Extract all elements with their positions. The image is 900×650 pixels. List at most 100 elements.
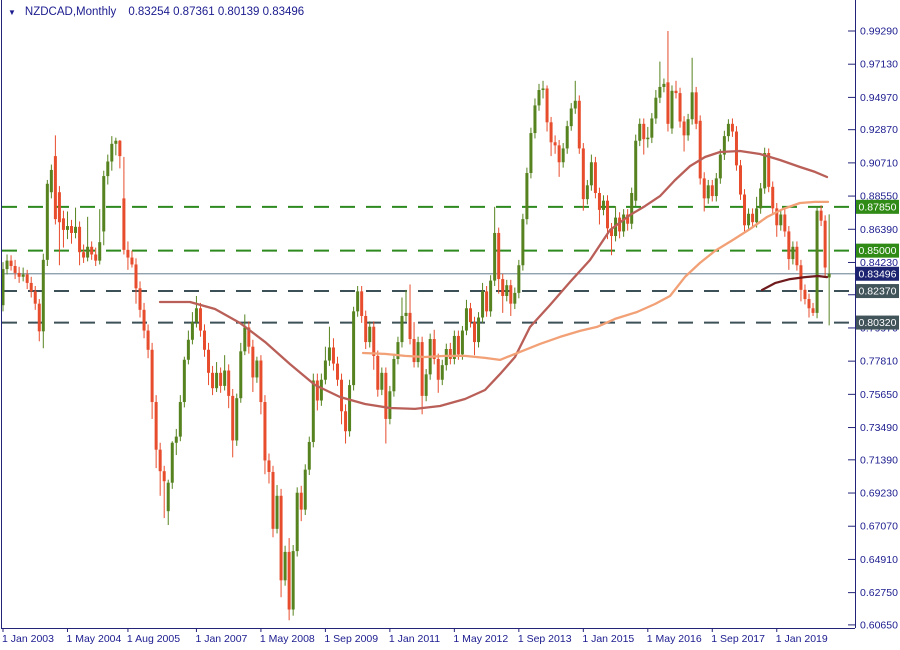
candle-body: [581, 148, 585, 200]
candle-down: [678, 87, 682, 128]
candle-body: [714, 178, 718, 197]
time-axis-label: 1 Jan 2003: [2, 633, 54, 645]
candle-down: [33, 285, 37, 310]
candle-down: [299, 485, 303, 522]
candle-down: [70, 219, 74, 244]
candle-body: [670, 90, 674, 129]
candle-body: [275, 495, 279, 529]
candle-up: [622, 209, 626, 237]
candle-body: [94, 254, 98, 261]
candle-down: [287, 538, 291, 621]
candle-body: [791, 246, 795, 260]
candle-up: [690, 57, 694, 125]
ma-slow-red-line: [158, 149, 829, 411]
candle-body: [738, 165, 742, 195]
level-price-tag-box: [856, 199, 899, 214]
candle-body: [710, 185, 714, 197]
candle-up: [352, 306, 356, 391]
candle-body: [807, 299, 811, 309]
candle-down: [795, 241, 799, 271]
candle-up: [650, 113, 654, 144]
candle-body: [190, 322, 194, 340]
candle-down: [211, 365, 215, 396]
chart-ohlc-values: 0.83254 0.87361 0.80139 0.83496: [128, 6, 305, 18]
candle-down: [432, 329, 436, 365]
candle-down: [698, 115, 702, 185]
price-axis-label: 0.88550: [860, 191, 898, 203]
candle-down: [37, 299, 41, 342]
candle-down: [819, 205, 823, 227]
candle-body: [146, 330, 150, 350]
candle-up: [686, 113, 690, 141]
candle-body: [408, 312, 412, 340]
time-axis-label: 1 Jan 2007: [195, 633, 247, 645]
candle-body: [771, 186, 775, 209]
candle-down: [57, 186, 61, 266]
horizontal-level-lines[interactable]: [2, 205, 855, 324]
candle-down: [702, 172, 706, 212]
time-axis-label: 1 May 2012: [453, 633, 508, 645]
candle-down: [473, 316, 477, 356]
candle-down: [130, 250, 134, 268]
candle-down: [730, 118, 734, 137]
candle-up: [323, 346, 327, 385]
candle-body: [497, 232, 501, 280]
candle-body: [589, 162, 593, 186]
price-axis-label: 0.67070: [860, 521, 898, 533]
candle-up: [714, 173, 718, 202]
candle-down: [335, 356, 339, 386]
candle-body: [489, 280, 493, 312]
candle-body: [452, 335, 456, 359]
candle-up: [416, 336, 420, 368]
candle-up: [779, 209, 783, 231]
candle-body: [134, 264, 138, 289]
candle-body: [743, 194, 747, 226]
candle-body: [662, 83, 666, 87]
candle-down: [344, 404, 348, 444]
candle-body: [630, 192, 634, 224]
time-axis[interactable]: 1 Jan 2003 1 May 2004 1 Aug 2005 1 Jan 2007…: [1, 0, 855, 645]
candle-up: [295, 487, 299, 557]
candle-body: [118, 140, 122, 157]
candle-body: [279, 495, 283, 581]
candle-down: [13, 259, 17, 280]
candle-body: [565, 126, 569, 149]
candle-down: [694, 86, 698, 130]
candle-up: [74, 207, 78, 239]
candle-body: [448, 349, 452, 359]
candle-body: [803, 289, 807, 300]
candle-up: [706, 179, 710, 204]
candle-down: [738, 159, 742, 200]
candle-up: [634, 134, 638, 207]
candle-down: [227, 364, 231, 409]
candle-body: [678, 93, 682, 122]
candle-body: [223, 370, 227, 386]
candle-body: [45, 183, 49, 260]
chart-dropdown-arrow-icon[interactable]: ▼: [8, 7, 16, 17]
candle-up: [489, 275, 493, 317]
candle-body: [335, 363, 339, 380]
candle-up: [791, 241, 795, 265]
bid-price-tag: 0.83496: [856, 266, 899, 281]
candle-body: [755, 208, 759, 223]
candle-down: [577, 95, 581, 154]
candle-body: [102, 176, 106, 232]
candle-down: [420, 336, 424, 415]
candle-body: [493, 232, 497, 281]
candle-body: [569, 108, 573, 127]
candle-body: [247, 327, 251, 347]
candle-up: [521, 213, 525, 271]
candle-up: [440, 359, 444, 386]
candle-body: [130, 257, 134, 265]
candle-up: [452, 330, 456, 365]
candle-up: [481, 282, 485, 323]
candle-down: [408, 284, 412, 345]
candle-body: [525, 173, 529, 220]
candle-up: [186, 330, 190, 365]
candle-body: [259, 360, 263, 403]
candle-down: [787, 226, 791, 270]
price-axis-label: 0.73490: [860, 422, 898, 434]
candle-up: [65, 211, 69, 240]
